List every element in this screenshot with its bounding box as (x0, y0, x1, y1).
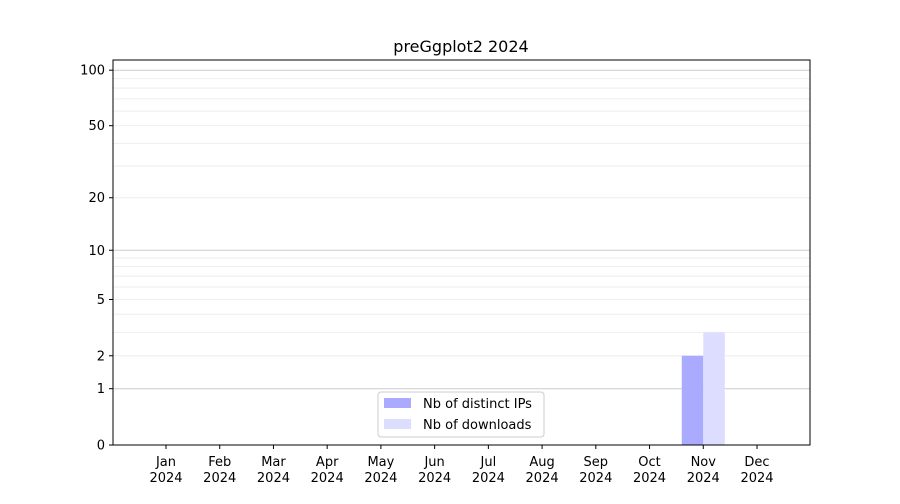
legend-swatch (384, 419, 411, 429)
chart-title: preGgplot2 2024 (393, 37, 528, 56)
x-tick-label: Jul 2024 (472, 455, 505, 486)
x-tick-label: Jun 2024 (418, 455, 451, 486)
legend-label: Nb of downloads (423, 418, 532, 433)
y-tick-label: 10 (88, 244, 105, 259)
x-tick-label: Apr 2024 (311, 455, 344, 486)
legend: Nb of distinct IPs Nb of downloads (377, 391, 545, 438)
y-tick-label: 1 (97, 382, 105, 397)
x-tick-label: Jan 2024 (149, 455, 182, 486)
bar-distinct-ips (681, 355, 704, 445)
y-tick-label: 2 (97, 349, 105, 364)
y-tick-label: 50 (88, 119, 105, 134)
plot-frame (112, 59, 811, 446)
y-tick-label: 100 (80, 64, 105, 79)
x-tick-label: Dec 2024 (740, 455, 773, 486)
x-tick-label: May 2024 (364, 455, 397, 486)
y-tick-label: 0 (97, 439, 105, 454)
x-tick-label: Feb 2024 (203, 455, 236, 486)
bar-downloads (703, 332, 725, 445)
x-tick-label: Oct 2024 (633, 455, 666, 486)
legend-swatch (384, 398, 411, 408)
x-tick-label: Mar 2024 (257, 455, 290, 486)
legend-box (377, 391, 545, 438)
x-tick-label: Sep 2024 (579, 455, 612, 486)
x-tick-label: Aug 2024 (526, 455, 559, 486)
y-tick-label: 20 (88, 191, 105, 206)
legend-label: Nb of distinct IPs (423, 397, 532, 412)
x-tick-label: Nov 2024 (687, 455, 720, 486)
y-tick-label: 5 (97, 293, 105, 308)
